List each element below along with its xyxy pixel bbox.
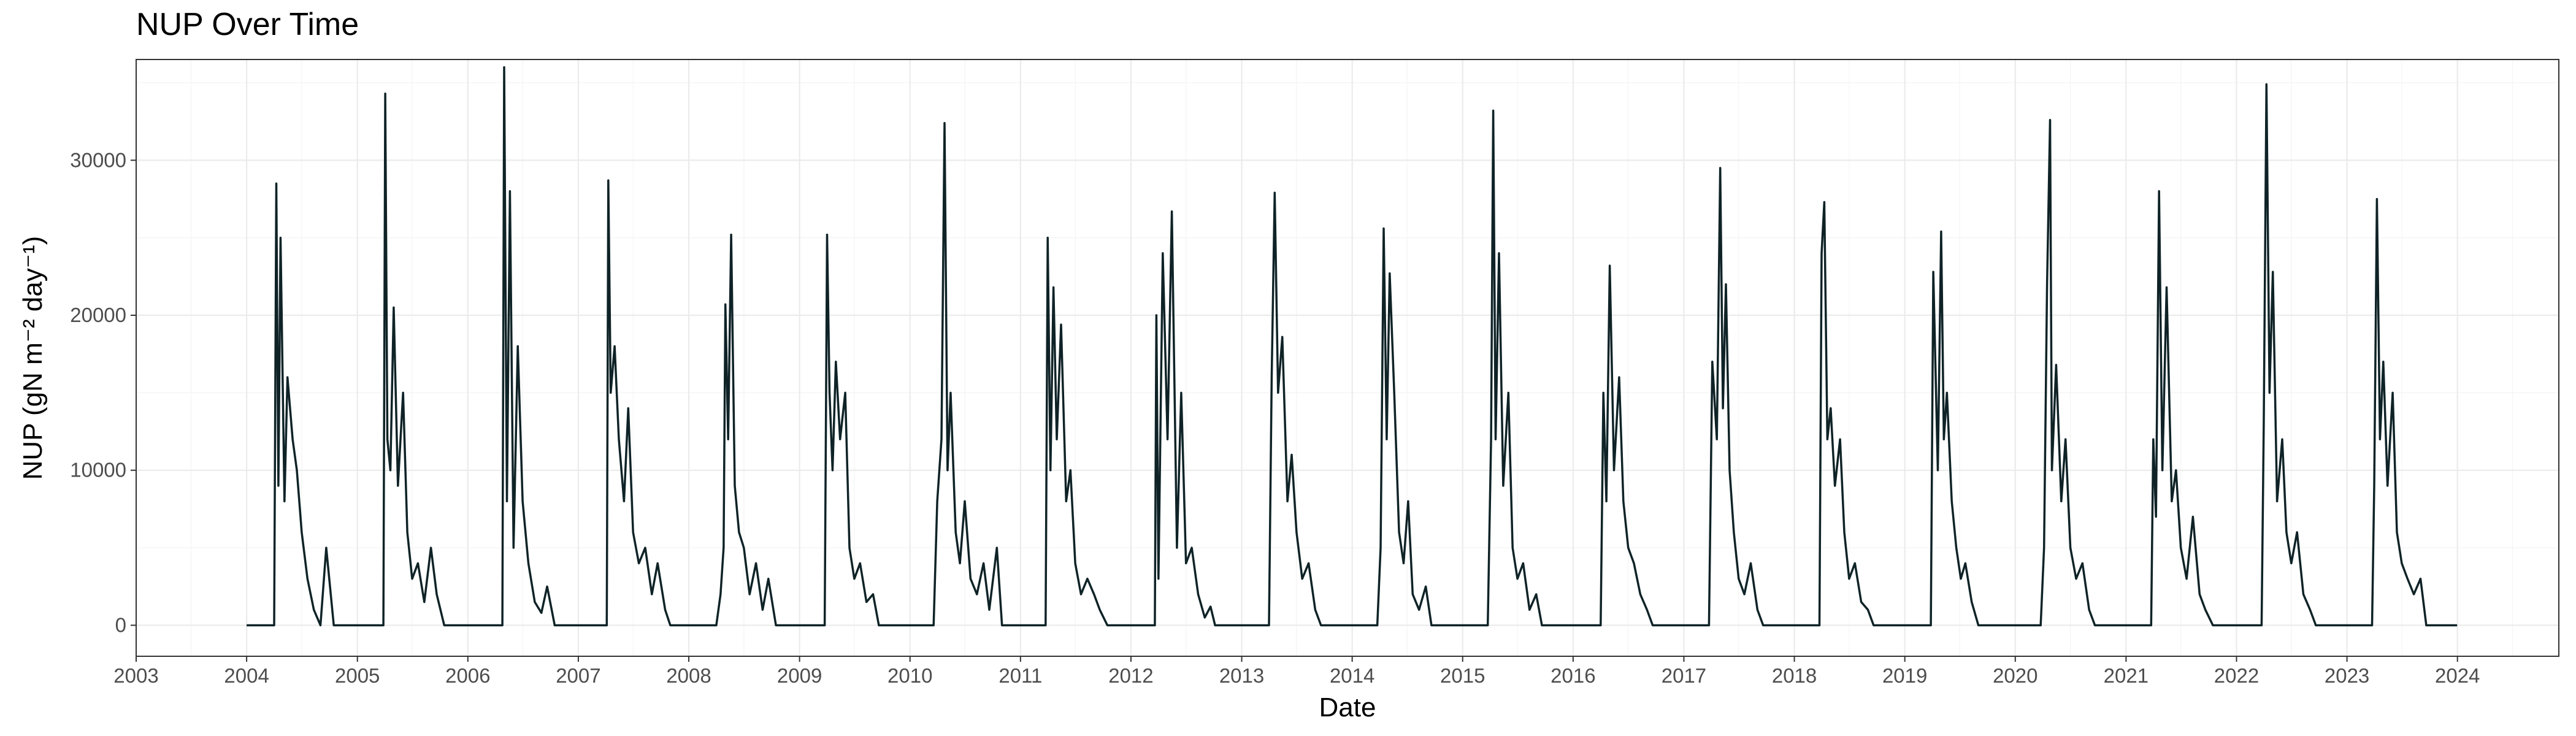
- x-tick-label: 2012: [1108, 664, 1153, 687]
- grid-minor: [136, 59, 2559, 656]
- y-tick-label: 0: [115, 613, 126, 636]
- x-tick-label: 2019: [1882, 664, 1927, 687]
- x-axis-ticks: 2003 2004 2005 2006 2007 2008 2009 2010 2011 2012…: [113, 656, 2480, 687]
- series-line: [247, 66, 2458, 627]
- chart-title: NUP Over Time: [136, 7, 359, 42]
- x-tick-label: 2005: [335, 664, 380, 687]
- x-tick-label: 2003: [113, 664, 158, 687]
- x-tick-label: 2014: [1330, 664, 1374, 687]
- panel-border: [136, 59, 2559, 657]
- x-tick-label: 2024: [2435, 664, 2480, 687]
- x-tick-label: 2009: [777, 664, 822, 687]
- x-tick-label: 2013: [1219, 664, 1264, 687]
- x-tick-label: 2015: [1440, 664, 1485, 687]
- x-tick-label: 2011: [999, 664, 1042, 687]
- x-tick-label: 2018: [1772, 664, 1817, 687]
- x-tick-label: 2020: [1993, 664, 2037, 687]
- y-axis-title: NUP (gN m⁻² day⁻¹): [18, 236, 48, 480]
- x-tick-label: 2010: [887, 664, 932, 687]
- grid-major: [135, 59, 2559, 656]
- x-tick-label: 2017: [1662, 664, 1706, 687]
- y-tick-label: 10000: [70, 459, 126, 481]
- y-axis-ticks: 0 10000 20000 30000: [70, 148, 136, 636]
- x-tick-label: 2021: [2104, 664, 2149, 687]
- x-tick-label: 2004: [224, 664, 269, 687]
- x-tick-label: 2006: [445, 664, 490, 687]
- x-tick-label: 2008: [666, 664, 711, 687]
- x-tick-label: 2007: [556, 664, 600, 687]
- x-axis-title: Date: [1319, 692, 1376, 723]
- x-tick-label: 2016: [1551, 664, 1595, 687]
- y-tick-label: 30000: [70, 148, 126, 171]
- x-tick-label: 2022: [2214, 664, 2259, 687]
- y-tick-label: 20000: [70, 304, 126, 326]
- x-tick-label: 2023: [2325, 664, 2369, 687]
